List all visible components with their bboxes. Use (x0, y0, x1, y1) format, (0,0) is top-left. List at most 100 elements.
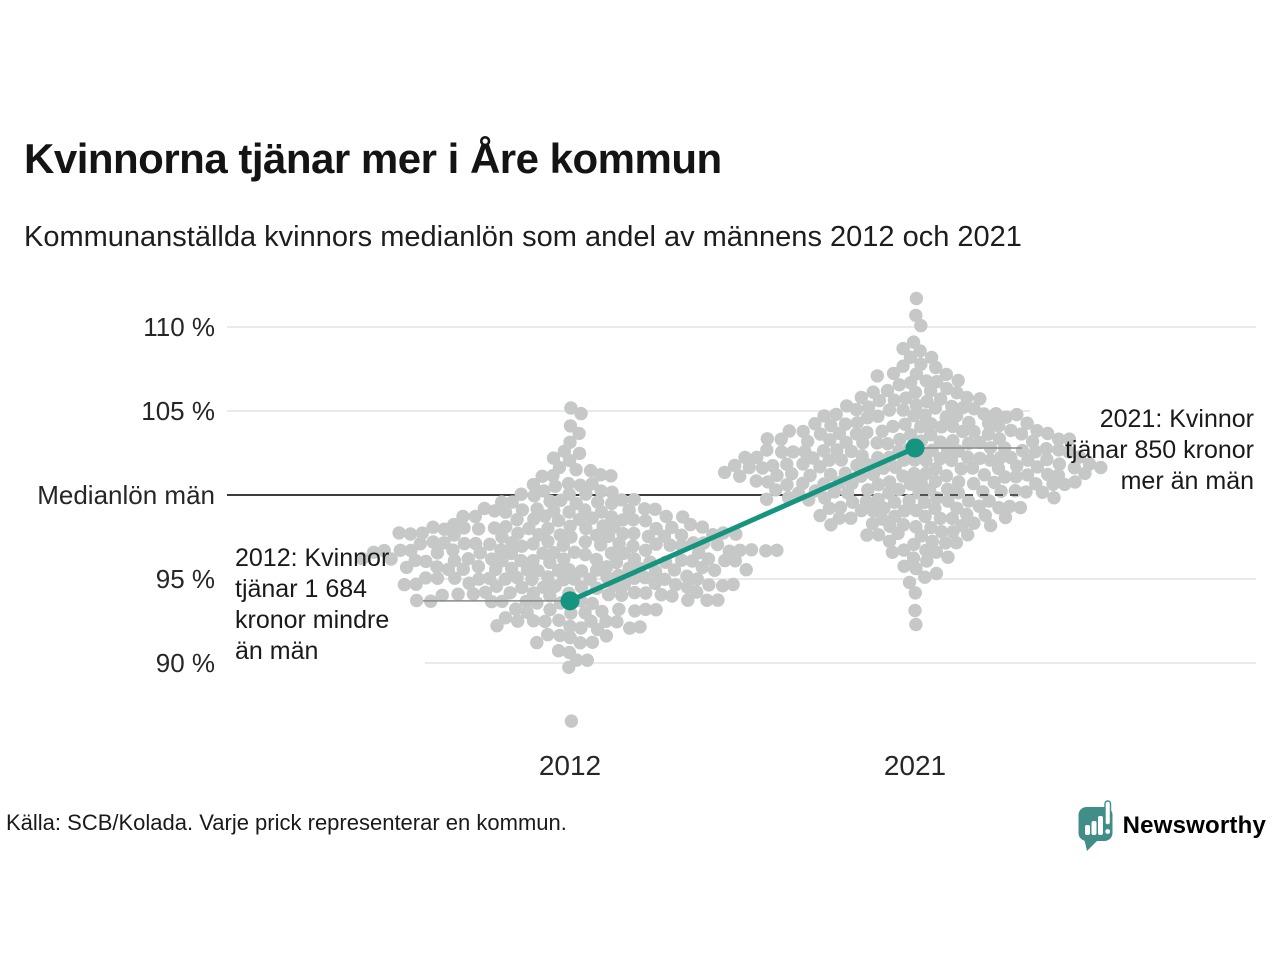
municipality-dot (509, 602, 523, 616)
municipality-dot (929, 545, 944, 559)
municipality-dot (593, 468, 608, 482)
municipality-dot (457, 521, 471, 535)
municipality-dot (1062, 445, 1076, 459)
municipality-dot (526, 537, 540, 551)
municipality-dot (503, 586, 517, 600)
municipality-dot (392, 526, 406, 540)
municipality-dot (1041, 467, 1055, 482)
municipality-dot (860, 411, 875, 425)
municipality-dot (551, 644, 566, 658)
municipality-dot (934, 420, 949, 434)
municipality-dot (665, 589, 679, 603)
municipality-dot (989, 407, 1003, 421)
municipality-dot (638, 602, 653, 617)
municipality-dot (489, 579, 504, 593)
municipality-dot (860, 425, 874, 440)
municipality-dot (505, 495, 519, 509)
municipality-dot (490, 619, 504, 633)
municipality-dot (397, 577, 412, 592)
municipality-dot (1067, 461, 1082, 475)
municipality-dot (462, 576, 476, 590)
municipality-dot (674, 528, 689, 542)
municipality-dot (918, 570, 932, 584)
municipality-dot (548, 479, 562, 493)
municipality-dot (638, 570, 652, 585)
municipality-dot (780, 478, 794, 492)
municipality-dot (973, 435, 987, 450)
municipality-dot (471, 522, 486, 536)
municipality-dot (967, 424, 981, 439)
leader-lines-layer (423, 447, 1022, 602)
municipality-dot (601, 529, 616, 543)
municipality-dot (920, 554, 934, 568)
municipality-dot (526, 614, 541, 628)
municipality-dot (447, 528, 461, 542)
municipality-dot (612, 602, 626, 616)
municipality-dot (399, 560, 414, 575)
municipality-dot (536, 546, 550, 560)
municipality-dot (796, 457, 810, 471)
municipality-dot (1052, 443, 1066, 457)
municipality-dot (504, 546, 519, 561)
municipality-dot (739, 563, 753, 577)
municipality-dot (991, 419, 1006, 433)
municipality-dot (511, 614, 525, 628)
municipality-dot (775, 445, 789, 459)
municipality-dot (690, 585, 704, 599)
municipality-dot (430, 571, 445, 585)
municipality-dot (823, 467, 838, 482)
municipality-dot (627, 492, 641, 507)
municipality-dot (599, 629, 614, 643)
municipality-dot (840, 399, 854, 413)
municipality-dot (585, 635, 600, 649)
municipality-dot (384, 552, 398, 566)
municipality-dot (667, 563, 682, 577)
municipality-dot (535, 469, 549, 483)
municipality-dot (861, 483, 875, 497)
municipality-dot (600, 560, 614, 574)
municipality-dot (563, 519, 577, 533)
municipality-dot (435, 588, 449, 602)
municipality-dot (563, 630, 577, 645)
municipality-dot (918, 509, 932, 524)
municipality-dot (950, 386, 964, 400)
municipality-dot (426, 535, 440, 549)
municipality-dot (824, 518, 838, 532)
municipality-dot (907, 537, 921, 552)
municipality-dot (733, 469, 747, 483)
municipality-dot (899, 391, 913, 405)
municipality-dot (887, 495, 902, 509)
municipality-dot (854, 390, 868, 405)
municipality-dot (854, 503, 869, 518)
municipality-dot (1019, 485, 1033, 499)
municipality-dot (1078, 466, 1092, 481)
municipality-dot (977, 468, 991, 482)
municipality-dot (716, 579, 730, 593)
municipality-dot (728, 554, 742, 568)
municipality-dot (770, 543, 784, 557)
newsworthy-logo: Newsworthy (1078, 800, 1266, 852)
municipality-dot (896, 403, 910, 417)
municipality-dot (527, 489, 541, 503)
municipality-dot (707, 563, 722, 577)
municipality-dot (881, 437, 895, 451)
municipality-dot (594, 538, 608, 552)
municipality-dot (818, 491, 832, 505)
municipality-dot (886, 366, 901, 381)
municipality-dot (615, 493, 629, 507)
municipality-dot (522, 521, 536, 536)
municipality-dot (579, 487, 593, 501)
municipality-dot (940, 381, 954, 396)
municipality-dot (973, 392, 987, 406)
municipality-dot (824, 418, 838, 433)
municipality-dot (487, 521, 502, 535)
municipality-dot (782, 424, 796, 438)
municipality-dot (744, 543, 759, 557)
municipality-dot (914, 318, 928, 333)
municipality-dot (907, 466, 921, 481)
municipality-dot (564, 714, 579, 728)
municipality-dot (665, 520, 679, 535)
municipality-dot (914, 420, 928, 434)
municipality-dot (755, 461, 770, 475)
municipality-dot (909, 617, 923, 632)
